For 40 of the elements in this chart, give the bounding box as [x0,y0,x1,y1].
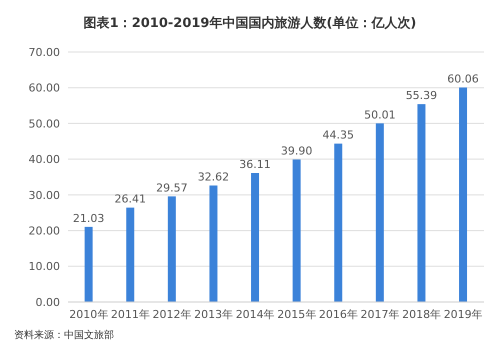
data-label: 21.03 [72,212,104,225]
chart-title: 图表1：2010-2019年中国国内旅游人数(单位：亿人次) [82,15,418,33]
x-tick-label: 2011年 [110,308,150,321]
x-tick-label: 2013年 [194,308,234,321]
bar [168,196,176,302]
data-label: 50.01 [364,108,396,122]
bar [417,104,426,302]
x-tick-label: 2010年 [69,308,108,321]
y-tick-label: 30.00 [28,188,60,202]
data-label: 44.35 [322,128,354,142]
x-tick-label: 2018年 [402,308,442,321]
data-label: 36.11 [239,158,271,172]
x-tick-label: 2019年 [444,308,483,321]
bar [209,186,218,302]
data-label: 32.62 [198,170,230,184]
data-label: 39.90 [280,144,312,158]
data-label: 60.06 [447,72,479,86]
y-tick-label: 70.00 [28,46,60,59]
y-tick-label: 60.00 [28,82,60,95]
x-tick-label: 2015年 [277,308,316,321]
bar [459,88,468,302]
x-tick-label: 2012年 [152,308,192,321]
bar [334,144,342,302]
y-tick-label: 40.00 [28,153,60,166]
x-tick-label: 2017年 [360,308,400,321]
data-label: 55.39 [406,89,438,102]
bar [84,226,93,302]
x-tick-label: 2014年 [236,308,275,321]
bar [251,173,260,302]
data-label: 29.57 [156,181,188,194]
data-label: 26.41 [114,192,146,206]
y-tick-label: 50.00 [28,117,60,130]
bar [376,123,384,302]
y-tick-label: 20.00 [28,224,60,238]
bar [292,160,301,302]
x-tick-label: 2016年 [318,308,358,321]
text: 资料来源：中国文旅部 [14,328,115,342]
y-tick-label: 10.00 [28,260,60,274]
bar [126,208,134,302]
y-tick-label: 0.00 [36,296,60,309]
